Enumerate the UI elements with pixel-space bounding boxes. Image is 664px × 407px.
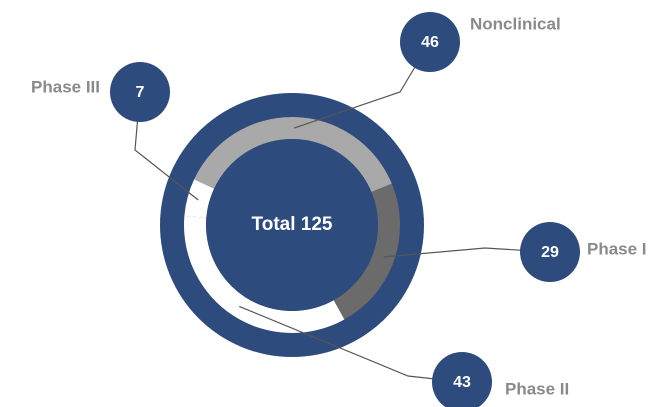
category-label: Phase I — [587, 239, 647, 258]
value-bubble — [110, 62, 170, 122]
value-label: 43 — [453, 374, 471, 391]
value-bubble — [520, 222, 580, 282]
value-label: 7 — [136, 84, 145, 101]
value-bubble — [432, 352, 492, 407]
category-label: Phase II — [505, 379, 569, 398]
center-label: Total 125 — [252, 214, 333, 235]
inner-disc — [206, 139, 378, 311]
slice — [333, 183, 401, 320]
slice — [194, 117, 392, 193]
value-label: 46 — [421, 34, 439, 51]
value-label: 29 — [541, 244, 559, 261]
slice — [184, 179, 215, 218]
category-label: Phase III — [31, 77, 100, 96]
callouts: 46 Nonclinical 29 Phase I 43 Phase II 7 Phase I… — [31, 12, 647, 407]
category-label: Nonclinical — [470, 14, 561, 33]
slice — [183, 215, 345, 333]
value-bubble — [400, 12, 460, 72]
ring — [183, 117, 401, 333]
